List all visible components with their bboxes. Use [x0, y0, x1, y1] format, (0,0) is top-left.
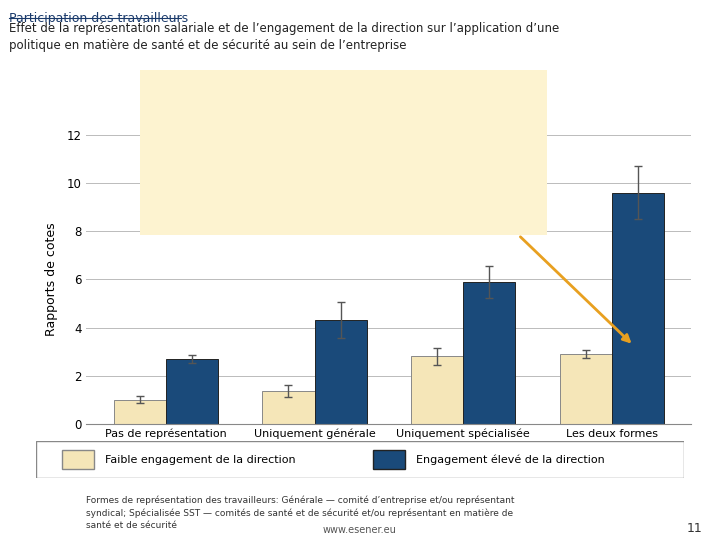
Bar [612, 193, 664, 424]
Bar [411, 356, 463, 424]
Text: Participation des travailleurs: Participation des travailleurs [9, 12, 188, 25]
Text: Engagement élevé de la direction: Engagement élevé de la direction [416, 454, 605, 465]
Bar [315, 320, 366, 424]
Bar [166, 359, 218, 424]
Y-axis label: Rapports de cotes: Rapports de cotes [45, 222, 58, 336]
Bar [373, 450, 405, 469]
Bar [559, 354, 612, 424]
Text: www.esener.eu: www.esener.eu [323, 524, 397, 535]
Bar [114, 400, 166, 424]
Bar [62, 450, 94, 469]
FancyBboxPatch shape [132, 67, 555, 238]
Text: Formes de représentation des travailleurs: Générale — comité d’entreprise et/ou : Formes de représentation des travailleur… [86, 496, 515, 530]
Text: Faible engagement de la direction: Faible engagement de la direction [105, 455, 296, 464]
Text: Effet de la représentation salariale et de l’engagement de la direction sur l’ap: Effet de la représentation salariale et … [9, 22, 559, 52]
Bar [263, 392, 315, 424]
Bar [463, 282, 515, 424]
FancyBboxPatch shape [36, 441, 684, 478]
Text: 11: 11 [686, 522, 702, 535]
Text: L’engagement de la direction est associé à l’application d’une
politique en mati: L’engagement de la direction est associé… [157, 82, 505, 177]
